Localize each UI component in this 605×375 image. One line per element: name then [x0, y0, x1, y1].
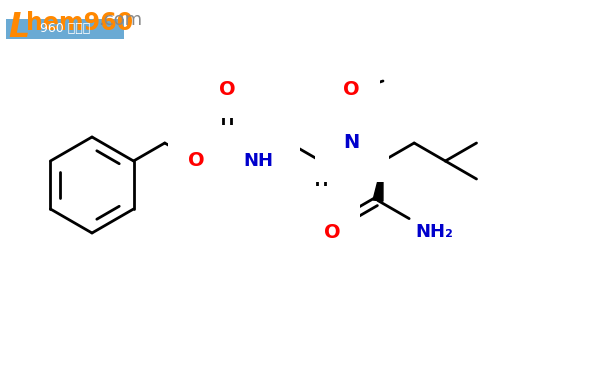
Text: O: O [344, 80, 360, 99]
Text: hem960: hem960 [26, 11, 133, 35]
Text: O: O [219, 80, 235, 99]
Text: O: O [188, 152, 204, 171]
Text: .com: .com [98, 11, 142, 29]
FancyBboxPatch shape [6, 19, 124, 39]
Text: 960 化工网: 960 化工网 [40, 22, 90, 36]
Polygon shape [373, 161, 383, 201]
Text: L: L [8, 11, 29, 44]
Text: NH: NH [243, 152, 273, 170]
Text: O: O [324, 223, 341, 242]
Text: NH₂: NH₂ [415, 223, 453, 241]
Text: N: N [344, 134, 360, 153]
Text: O: O [312, 205, 329, 224]
